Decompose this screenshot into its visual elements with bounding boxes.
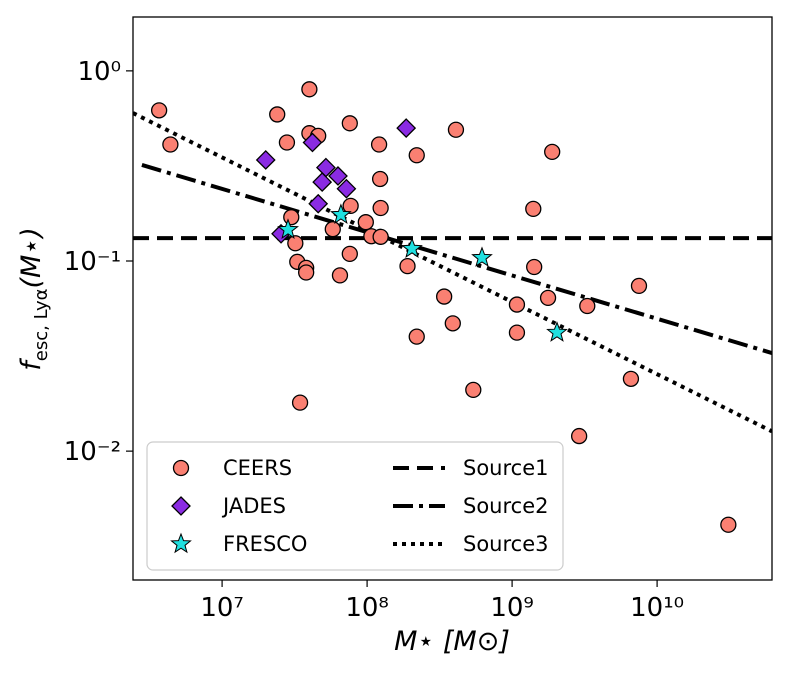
point: [408, 328, 425, 345]
point: [447, 121, 465, 138]
y-axis-label: fesc, Lyα(M⋆): [16, 227, 52, 370]
point: [539, 289, 557, 306]
point: [150, 102, 168, 119]
point: [162, 136, 179, 153]
y-tick-label: 10⁻¹: [64, 247, 121, 277]
legend-label: JADES: [221, 494, 286, 518]
point: [630, 277, 648, 295]
point: [544, 143, 561, 161]
point: [465, 381, 482, 399]
point: [570, 427, 588, 445]
legend-marker: [172, 459, 190, 477]
point: [579, 297, 596, 315]
point: [312, 172, 333, 193]
point: [283, 209, 300, 226]
point: [278, 134, 296, 151]
point: [436, 288, 453, 305]
point: [342, 197, 359, 215]
point: [525, 200, 542, 218]
trend-line: [141, 163, 772, 355]
point: [269, 106, 286, 123]
point: [330, 203, 352, 225]
point: [526, 258, 543, 276]
trend-line: [133, 111, 772, 434]
y-tick-label: 10⁻²: [64, 437, 121, 467]
point: [622, 370, 640, 387]
point: [336, 178, 357, 199]
point: [720, 516, 737, 533]
point: [408, 147, 425, 164]
legend-label: Source2: [463, 494, 549, 518]
x-tick-label: 10⁷: [200, 593, 244, 623]
point: [287, 235, 304, 252]
legend-label: FRESCO: [223, 532, 307, 556]
point: [341, 245, 358, 263]
legend-box: [146, 441, 564, 571]
point: [328, 166, 348, 186]
point: [546, 321, 568, 342]
plot-frame: [132, 16, 773, 581]
y-tick-label: 10⁰: [77, 57, 121, 87]
point: [371, 170, 389, 188]
point: [277, 218, 299, 239]
point: [370, 136, 388, 153]
point: [298, 264, 315, 281]
point: [399, 257, 416, 275]
point: [341, 115, 358, 132]
point: [508, 296, 526, 313]
point: [324, 221, 341, 238]
point: [372, 199, 389, 217]
legend-marker: [170, 532, 192, 554]
point: [372, 228, 389, 245]
plot-area: [133, 81, 772, 533]
legend-label: CEERS: [223, 456, 292, 480]
x-axis-label: M⋆ [M⊙]: [394, 626, 510, 657]
point: [301, 81, 318, 98]
x-tick-label: 10⁸: [345, 593, 389, 623]
legend-label: Source1: [463, 456, 549, 480]
point: [471, 246, 493, 267]
point: [291, 394, 309, 411]
x-tick-label: 10⁹: [490, 593, 534, 623]
point: [357, 214, 374, 231]
point: [308, 193, 329, 214]
point: [302, 132, 323, 153]
point: [401, 237, 423, 258]
legend-marker: [171, 496, 191, 516]
point: [396, 118, 417, 139]
x-tick-label: 10¹⁰: [630, 593, 684, 623]
point: [444, 315, 461, 332]
legend-label: Source3: [463, 532, 549, 556]
point: [331, 267, 349, 284]
point: [508, 324, 526, 341]
point: [255, 150, 276, 170]
